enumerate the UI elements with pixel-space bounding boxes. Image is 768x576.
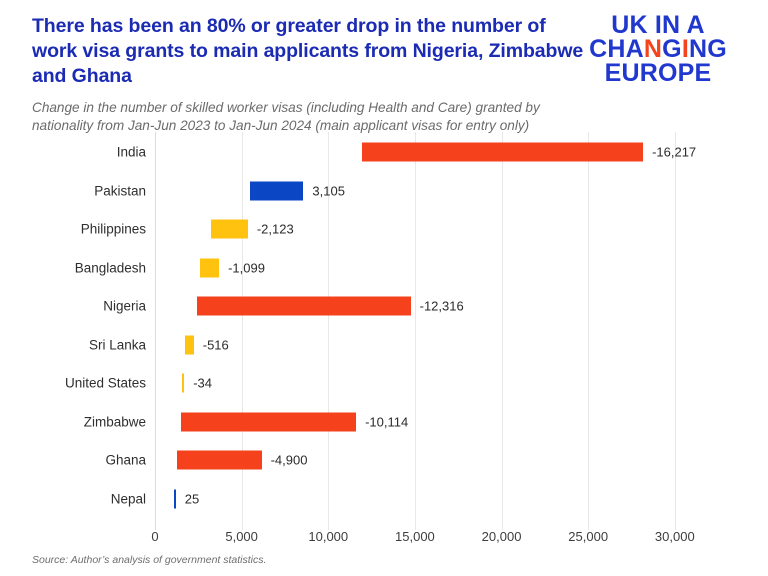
value-label: -16,217 [652,144,697,160]
gridline [501,132,503,530]
bar-chart: India Pakistan Philippines Bangladesh Nigeri… [0,130,768,550]
value-label: -1,099 [228,260,265,276]
value-label: -34 [193,375,212,391]
ukice-logo: UK IN A CHANGING EUROPE [578,11,738,87]
bar [197,296,411,316]
x-tick-label: 30,000 [654,529,695,544]
category-label: United States [64,375,146,391]
x-tick-label: 5,000 [225,529,258,544]
y-axis-line [155,132,156,530]
bar [249,181,304,201]
bar [173,489,176,509]
bar [200,258,220,278]
x-tick-label: 0 [151,529,159,544]
gridline [328,132,330,530]
logo-letter-segment: CHA [589,35,644,63]
category-label: Nigeria [103,298,146,314]
logo-line: UK IN A [578,11,738,39]
x-tick-label: 25,000 [568,529,609,544]
x-tick-label: 20,000 [481,529,522,544]
value-label: 25 [184,491,200,507]
bar [184,335,194,355]
value-label: -2,123 [256,221,294,237]
category-label: Sri Lanka [88,337,146,353]
value-label: -10,114 [365,414,409,430]
value-label: -12,316 [419,298,464,314]
category-axis: India Pakistan Philippines Bangladesh Nigeri… [0,130,146,520]
bar [211,219,248,239]
category-label: Philippines [80,221,146,237]
logo-letter-segment: NG [688,35,727,63]
x-tick-label: 10,000 [308,529,349,544]
bar [180,412,357,432]
gridline [414,132,416,530]
chart-title: There has been an 80% or greater drop in… [32,15,584,87]
value-label: 3,105 [312,183,345,199]
chart-header: There has been an 80% or greater drop in… [32,14,736,136]
source-note: Source: Author’s analysis of government … [32,554,267,566]
category-label: Zimbabwe [83,414,146,430]
logo-letter-segment: UK IN A [611,11,705,39]
chart-subtitle: Change in the number of skilled worker v… [32,99,540,134]
bar [182,373,185,393]
value-label: -4,900 [270,452,308,468]
plot-area: 0 5,000 10,000 15,000 20,000 25,000 30,000 -16,… [151,130,758,550]
category-label: India [116,144,146,160]
category-label: Ghana [105,452,146,468]
gridline [241,132,243,530]
logo-letter-segment: EUROPE [604,59,712,87]
logo-letter-segment: G [662,35,682,63]
category-label: Bangladesh [74,260,146,276]
gridline [674,132,676,530]
category-label: Pakistan [94,183,146,199]
logo-letter-segment: I [681,35,689,63]
bar [362,142,644,162]
gridline [588,132,590,530]
logo-line: EUROPE [578,59,738,87]
x-tick-label: 15,000 [395,529,435,544]
value-label: -516 [202,337,229,353]
bar [176,450,262,470]
logo-letter-segment: N [643,35,663,63]
logo-line: CHANGING [578,35,738,63]
category-label: Nepal [110,491,146,507]
